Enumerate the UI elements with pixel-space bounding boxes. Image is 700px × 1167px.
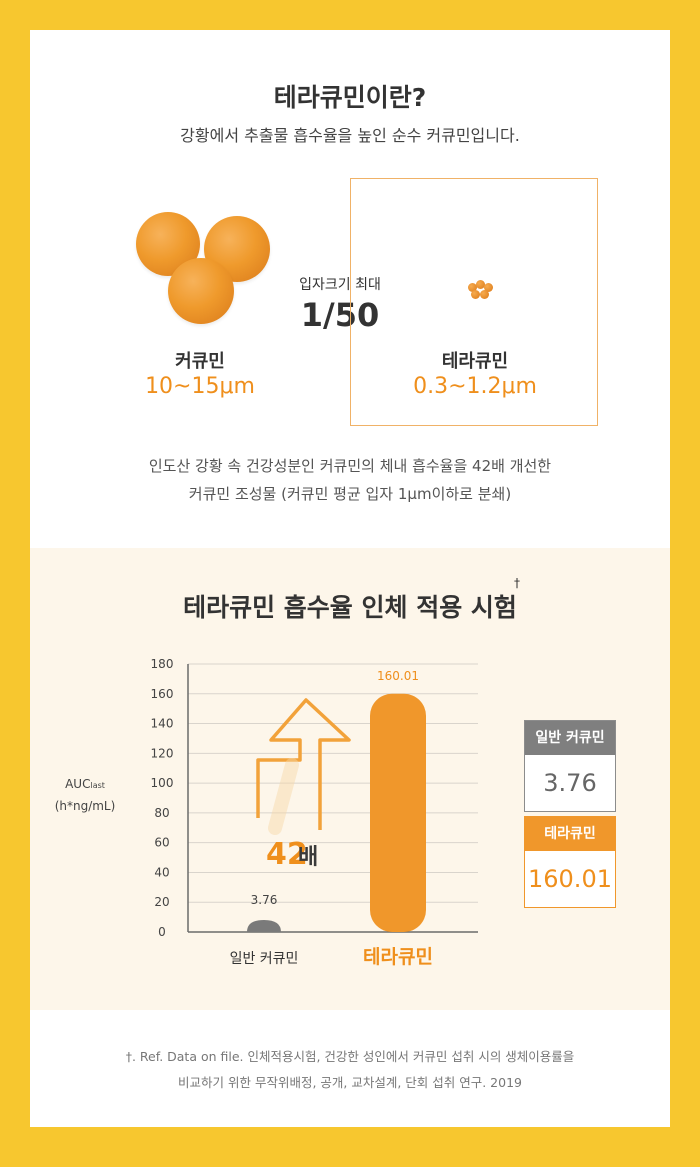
particle-size-caption: 입자크기 최대 (299, 277, 381, 293)
y-tick-label: 180 (151, 657, 174, 671)
content-card: 테라큐민이란? 강황에서 추출물 흡수율을 높인 순수 커큐민입니다. 커큐민 … (30, 30, 670, 1127)
y-tick-labels: 0 20 40 60 80 100 120 140 160 180 (151, 657, 174, 939)
y-tick-label: 80 (154, 806, 169, 820)
description-line-1: 인도산 강황 속 건강성분인 커큐민의 체내 흡수율을 42배 개선한 (148, 457, 552, 475)
theracurmin-label: 테라큐민 (441, 351, 509, 372)
legend-regular-label: 일반 커큐민 (525, 721, 615, 755)
y-tick-label: 0 (158, 925, 166, 939)
absorption-bar-chart: 0 20 40 60 80 100 120 140 160 180 AUClast (h*ng/m… (55, 657, 478, 968)
chart-bars: 3.76 일반 커큐민 160.01 테라큐민 (230, 669, 433, 968)
legend-regular: 일반 커큐민 3.76 (524, 720, 616, 812)
y-tick-label: 140 (151, 717, 174, 731)
footnote-line-1: †. Ref. Data on file. 인체적용시험, 건강한 성인에서 커… (125, 1049, 575, 1064)
legend-theracurmin-value: 160.01 (525, 851, 615, 907)
footnote-section (30, 1010, 670, 1127)
multiplier-number: 42 (266, 837, 308, 872)
particle-size-ratio: 1/50 (300, 296, 380, 334)
legend-regular-value: 3.76 (525, 755, 615, 811)
y-tick-label: 120 (151, 746, 174, 760)
y-tick-label: 100 (151, 776, 174, 790)
chart-grid (188, 663, 478, 903)
page-subtitle: 강황에서 추출물 흡수율을 높인 순수 커큐민입니다. (180, 126, 520, 145)
y-tick-label: 60 (154, 836, 169, 850)
bar-theracurmin (370, 693, 426, 932)
y-axis-label-line2: (h*ng/mL) (55, 799, 116, 813)
legend-theracurmin: 테라큐민 160.01 (524, 816, 616, 908)
trial-title: 테라큐민 흡수율 인체 적용 시험 (183, 593, 517, 622)
bar-value-label: 160.01 (377, 669, 419, 683)
curcumin-size: 10~15μm (145, 374, 255, 399)
multiplier-unit: 배 (298, 845, 318, 870)
legend-theracurmin-label: 테라큐민 (525, 817, 615, 851)
x-category-label: 테라큐민 (363, 946, 433, 968)
y-tick-label: 40 (154, 865, 169, 879)
description-line-2: 커큐민 조성물 (커큐민 평균 입자 1μm이하로 분쇄) (188, 485, 512, 503)
footnote-line-2: 비교하기 위한 무작위배정, 공개, 교차설계, 단회 섭취 연구. 2019 (178, 1075, 522, 1090)
intro-section: 테라큐민이란? 강황에서 추출물 흡수율을 높인 순수 커큐민입니다. 커큐민 … (30, 30, 670, 548)
y-axis-label-line1: AUClast (65, 777, 105, 791)
theracurmin-size: 0.3~1.2μm (413, 374, 537, 399)
particle (168, 258, 234, 324)
y-tick-label: 20 (154, 895, 169, 909)
bar-value-label: 3.76 (251, 893, 278, 907)
theracurmin-box: 테라큐민 0.3~1.2μm (350, 178, 598, 426)
x-category-label: 일반 커큐민 (230, 951, 299, 967)
page-title: 테라큐민이란? (273, 83, 427, 112)
bar-regular-curcumin (247, 920, 281, 932)
curcumin-label: 커큐민 (175, 351, 225, 372)
dagger-mark: † (514, 576, 520, 590)
y-tick-label: 160 (151, 687, 174, 701)
increase-arrow (256, 698, 351, 835)
